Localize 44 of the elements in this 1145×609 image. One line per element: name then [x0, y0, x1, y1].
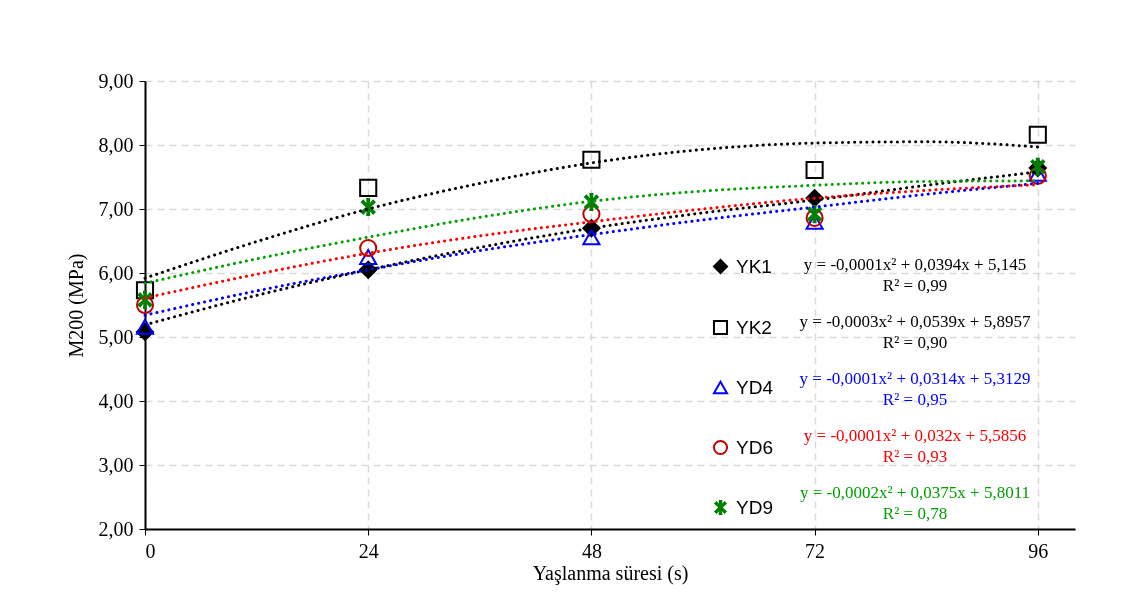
- annotation: y = -0,0001x² + 0,0314x + 5,3129: [799, 369, 1031, 388]
- annotation: y = -0,0003x² + 0,0539x + 5,8957: [799, 312, 1031, 331]
- y-tick-label: 2,00: [98, 517, 134, 540]
- point: [359, 238, 378, 258]
- annotation: y = -0,0002x² + 0,0375x + 5,8011: [799, 483, 1031, 502]
- annotation: R² = 0,99: [882, 276, 948, 295]
- point: [584, 192, 599, 211]
- y-tick-label: 4,00: [98, 389, 134, 412]
- annotation: R² = 0,95: [882, 390, 948, 409]
- x-tick-label: 72: [805, 539, 826, 562]
- point: [805, 160, 824, 180]
- x-tick-label: 0: [145, 539, 156, 562]
- x-tick-label: 96: [1028, 539, 1049, 562]
- annotation: R² = 0,93: [882, 447, 948, 466]
- point: [1028, 125, 1047, 144]
- annotation: R² = 0,78: [882, 504, 948, 523]
- y-tick-label: 6,00: [98, 261, 134, 284]
- y-tick-label: 9,00: [98, 69, 134, 92]
- y-tick-label: 3,00: [98, 453, 134, 476]
- legend-label: YD6: [736, 436, 773, 458]
- point: [135, 281, 155, 300]
- y-axis-title: M200 (MPa): [64, 253, 88, 358]
- x-tick-label: 48: [581, 539, 602, 562]
- y-tick-label: 8,00: [98, 133, 134, 156]
- point: [135, 318, 155, 335]
- x-axis-title: Yaşlanma süresi (s): [532, 561, 689, 585]
- annotation: R² = 0,90: [882, 333, 948, 352]
- legend-label: YK2: [736, 316, 772, 338]
- y-tick-label: 7,00: [98, 197, 134, 220]
- point: [359, 249, 378, 265]
- legend-label: YD9: [736, 496, 773, 518]
- legend-label: YD4: [736, 376, 774, 398]
- point: [805, 208, 824, 228]
- point: [582, 229, 601, 246]
- annotation: y = -0,0001x² + 0,032x + 5,5856: [803, 426, 1027, 445]
- x-tick-label: 24: [358, 539, 379, 562]
- y-tick-label: 5,00: [98, 325, 134, 348]
- point: [360, 198, 376, 217]
- point: [582, 150, 601, 169]
- point: [135, 295, 155, 315]
- legend-label: YK1: [736, 255, 772, 277]
- point: [359, 178, 378, 197]
- annotation: y = -0,0001x² + 0,0394x + 5,145: [803, 255, 1027, 274]
- point: [582, 205, 601, 224]
